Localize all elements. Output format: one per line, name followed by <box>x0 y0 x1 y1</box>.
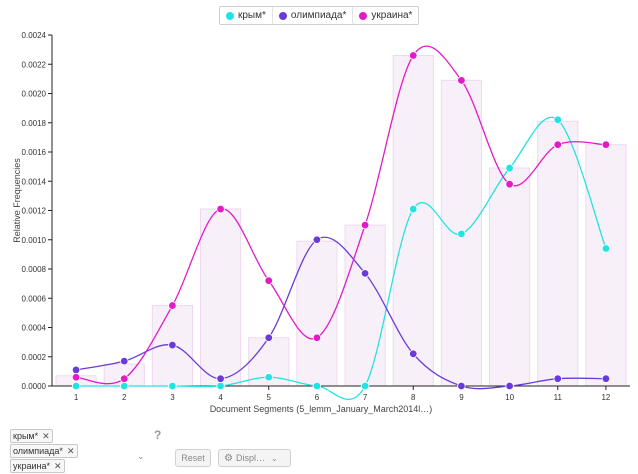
x-tick-label: 1 <box>74 393 79 402</box>
x-tick-label: 9 <box>459 393 464 402</box>
segment-bar-4 <box>200 208 242 387</box>
y-tick-label: 0.0000 <box>22 382 47 391</box>
data-point-s1-x12 <box>601 374 611 383</box>
data-point-s1-x2 <box>120 356 129 366</box>
data-point-s2-x8 <box>409 51 418 60</box>
data-point-s2-x6 <box>312 333 322 342</box>
data-point-s0-x2 <box>120 381 129 391</box>
data-point-s2-x3 <box>168 301 177 310</box>
remove-tag-icon[interactable]: ✕ <box>53 460 62 471</box>
legend-item-olimpiada[interactable]: олимпиада* <box>273 7 354 24</box>
legend-label-krym: крым* <box>238 10 266 21</box>
x-tick-label: 3 <box>170 393 175 402</box>
segment-bar-8 <box>392 54 434 387</box>
data-point-s0-x4 <box>216 381 225 391</box>
x-tick-label: 4 <box>218 393 223 402</box>
gear-icon: ⚙ <box>224 452 233 464</box>
x-tick-label: 5 <box>267 393 272 402</box>
data-point-s1-x4 <box>216 374 225 383</box>
term-tag-label: олимпиада* <box>13 446 63 456</box>
data-point-s0-x5 <box>264 373 273 382</box>
legend-item-ukraina[interactable]: украина* <box>353 7 418 24</box>
chevron-down-icon[interactable]: ⌄ <box>137 451 145 461</box>
data-point-s2-x10 <box>505 179 514 189</box>
display-dropdown-button[interactable]: ⚙ Displ… ⌄ <box>218 449 291 467</box>
chart-legend: крым* олимпиада* украина* <box>219 6 420 25</box>
data-point-s1-x8 <box>409 349 418 359</box>
x-tick-label: 11 <box>554 393 563 402</box>
y-tick-label: 0.0018 <box>22 119 47 128</box>
data-point-s1-x7 <box>360 269 370 278</box>
data-point-s2-x1 <box>71 373 81 382</box>
data-point-s0-x6 <box>312 381 322 391</box>
x-tick-label: 12 <box>601 393 610 402</box>
x-tick-label: 7 <box>363 393 368 402</box>
remove-tag-icon[interactable]: ✕ <box>66 445 75 456</box>
segment-bar-7 <box>344 224 386 387</box>
data-point-s1-x1 <box>71 365 81 375</box>
y-tick-label: 0.0020 <box>22 90 47 99</box>
legend-dot-olimpiada <box>278 11 287 20</box>
legend-dot-ukraina <box>359 11 368 20</box>
data-point-s1-x11 <box>553 374 562 383</box>
y-tick-label: 0.0014 <box>22 177 47 186</box>
reset-button-label: Reset <box>181 453 205 463</box>
data-point-s2-x7 <box>360 220 370 230</box>
x-tick-label: 6 <box>315 393 320 402</box>
segment-bar-6 <box>296 240 338 387</box>
data-point-s2-x11 <box>553 140 562 149</box>
y-tick-label: 0.0010 <box>22 236 47 245</box>
legend-item-krym[interactable]: крым* <box>220 7 273 24</box>
legend-label-ukraina: украина* <box>371 10 413 21</box>
data-point-s2-x4 <box>216 204 225 214</box>
legend-dot-krym <box>226 11 234 20</box>
y-tick-label: 0.0004 <box>22 324 47 333</box>
y-tick-label: 0.0008 <box>22 265 47 274</box>
data-point-s0-x3 <box>168 381 177 391</box>
data-point-s0-x7 <box>360 381 370 391</box>
x-axis-label: Document Segments (5_lemm_January_March2… <box>210 404 433 414</box>
display-button-label: Displ… <box>235 453 265 463</box>
y-tick-label: 0.0006 <box>22 294 47 303</box>
reset-button[interactable]: Reset <box>175 449 211 467</box>
segment-bar-11 <box>537 120 579 387</box>
y-tick-label: 0.0012 <box>22 207 47 216</box>
y-axis-label: Relative Frequencies <box>12 158 22 243</box>
data-point-s0-x8 <box>409 204 418 214</box>
data-point-s0-x11 <box>553 115 562 125</box>
segment-bar-12 <box>585 144 627 387</box>
data-point-s2-x9 <box>457 76 466 85</box>
data-point-s0-x9 <box>457 229 466 239</box>
data-point-s1-x3 <box>168 340 177 350</box>
x-tick-label: 10 <box>505 393 514 402</box>
relative-frequencies-chart: 0.0000 0.0002 0.0004 0.0006 0.0008 0.0010 0.00… <box>12 31 630 414</box>
term-tag-krym: крым* ✕ <box>10 429 53 443</box>
data-point-s2-x2 <box>120 374 129 383</box>
x-tick-label: 8 <box>411 393 416 402</box>
legend-label-olimpiada: олимпиада* <box>290 10 347 21</box>
segment-bar-10 <box>489 167 531 387</box>
chevron-down-icon: ⌄ <box>270 453 278 463</box>
data-point-s0-x12 <box>601 244 611 253</box>
y-tick-label: 0.0002 <box>22 353 47 362</box>
data-point-s1-x9 <box>457 381 466 391</box>
help-icon[interactable]: ? <box>154 428 162 442</box>
x-tick-label: 2 <box>122 393 127 402</box>
term-tag-olimpiada: олимпиада* ✕ <box>10 444 78 458</box>
data-point-s2-x12 <box>601 140 611 149</box>
data-point-s1-x6 <box>312 235 322 244</box>
term-tag-label: крым* <box>13 431 39 441</box>
data-point-s1-x5 <box>264 333 273 342</box>
data-point-s0-x10 <box>505 163 514 173</box>
data-point-s1-x10 <box>505 381 514 391</box>
data-point-s2-x5 <box>264 276 273 285</box>
y-tick-label: 0.0022 <box>22 60 47 69</box>
term-tag-label: украина* <box>13 461 50 471</box>
y-tick-label: 0.0016 <box>22 148 47 157</box>
remove-tag-icon[interactable]: ✕ <box>42 430 50 441</box>
data-point-s0-x1 <box>71 381 81 391</box>
term-tag-ukraina: украина* ✕ <box>10 459 65 473</box>
y-tick-label: 0.0024 <box>22 31 47 40</box>
